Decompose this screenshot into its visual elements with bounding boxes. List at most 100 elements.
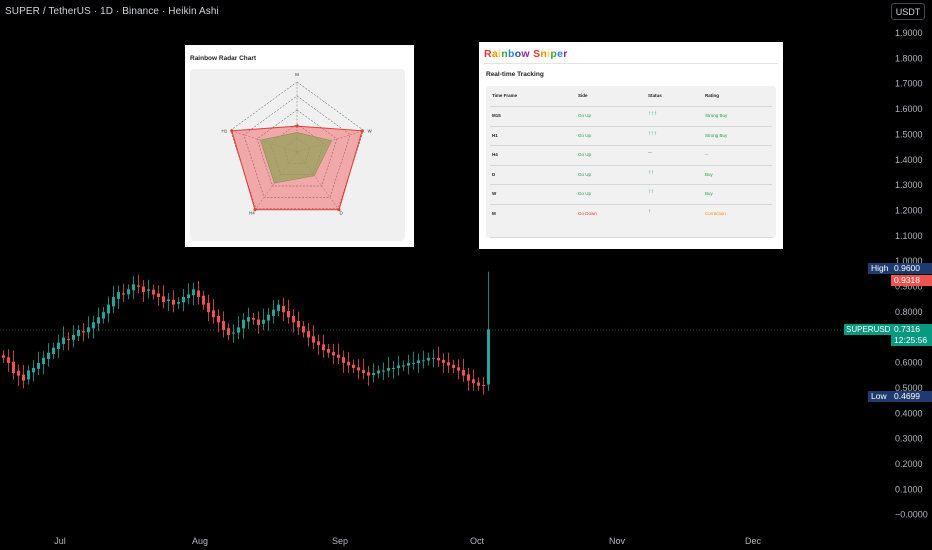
- time-tick: Sep: [332, 536, 348, 546]
- time-tick: Dec: [745, 536, 762, 546]
- row-side: Go Down: [578, 210, 597, 216]
- time-tick: Jul: [54, 536, 66, 546]
- candle-body: [172, 299, 175, 305]
- candle-body: [462, 369, 465, 376]
- candle-body: [272, 309, 275, 316]
- radar-svg: M W D H4 H1: [222, 72, 373, 216]
- candle-body: [407, 362, 410, 366]
- table-row: H4 Go Up -- --: [486, 145, 776, 164]
- candle-body: [347, 361, 350, 366]
- candle-body: [152, 289, 155, 295]
- candle-body: [217, 315, 220, 323]
- row-timeframe: W: [492, 191, 497, 196]
- candle-body: [82, 331, 85, 333]
- table-row: W Go Up ↑↑ Buy: [486, 184, 776, 203]
- symbol-tag: SUPERUSDT: [844, 324, 896, 335]
- brand-letter: o: [514, 48, 522, 60]
- candle-body: [102, 312, 105, 319]
- price-tick: 0.1000: [895, 484, 923, 494]
- divider: [484, 63, 778, 64]
- time-tick: Oct: [470, 536, 485, 546]
- row-rating: Correction: [705, 210, 726, 216]
- candle-body: [352, 364, 355, 368]
- candle-body: [2, 355, 5, 358]
- row-separator: [490, 184, 772, 185]
- candle-body: [302, 326, 305, 333]
- brand-letter: i: [498, 48, 502, 60]
- row-timeframe: H4: [492, 152, 498, 157]
- candle-body: [312, 336, 315, 343]
- candle-body: [107, 304, 110, 314]
- radar-point: [253, 208, 257, 212]
- candle-body: [442, 359, 445, 363]
- candle-body: [162, 296, 165, 303]
- candle-body: [487, 329, 490, 385]
- row-rating: --: [705, 152, 708, 157]
- candle-body: [317, 341, 320, 346]
- row-side: Go Up: [578, 113, 592, 118]
- price-tick: 1.4000: [895, 155, 923, 165]
- candle-body: [197, 290, 200, 297]
- candle-body: [287, 310, 290, 318]
- prev-value-tag: 0.9318: [891, 275, 932, 286]
- price-tick: 0.4000: [895, 408, 923, 418]
- candle-body: [402, 365, 405, 367]
- table-row: D Go Up ↑↑ Buy: [486, 165, 776, 184]
- currency-button[interactable]: USDT: [891, 3, 925, 20]
- candle-body: [382, 370, 385, 372]
- candle-body: [42, 357, 45, 365]
- candle-body: [192, 289, 195, 296]
- row-status: ↑↑: [648, 169, 654, 176]
- brand-letter: R: [484, 48, 492, 60]
- candle-body: [457, 367, 460, 371]
- candle-body: [267, 314, 270, 321]
- candle-body: [7, 357, 10, 363]
- candle-body: [412, 362, 415, 364]
- header-rating: Rating: [705, 93, 719, 98]
- price-tick: 0.2000: [895, 459, 923, 469]
- candle-body: [62, 337, 65, 344]
- row-status: ↑↑: [648, 189, 654, 195]
- chart-title: SUPER / TetherUS · 1D · Binance · Heikin…: [5, 6, 219, 17]
- candle-body: [257, 319, 260, 325]
- candle-body: [342, 357, 345, 363]
- candle-body: [47, 352, 50, 360]
- radar-chart-panel: Rainbow Radar Chart M W D H4 H1: [185, 45, 414, 247]
- candle-body: [92, 322, 95, 329]
- candle-body: [22, 374, 25, 381]
- candle-body: [387, 367, 390, 371]
- candle-body: [372, 373, 375, 375]
- price-tick: 1.9000: [895, 28, 923, 38]
- candle-body: [202, 295, 205, 305]
- brand-letter: n: [540, 48, 548, 60]
- candle-body: [72, 335, 75, 340]
- candle-body: [367, 372, 370, 376]
- candle-body: [97, 317, 100, 324]
- high-label: High: [868, 263, 891, 274]
- candle-body: [417, 360, 420, 364]
- time-tick: Nov: [609, 536, 626, 546]
- candle-body: [392, 367, 395, 369]
- row-rating: Buy: [705, 191, 713, 196]
- candle-body: [397, 365, 400, 369]
- radar-axis-label: D: [340, 211, 344, 216]
- price-tick: −0.0000: [895, 510, 928, 520]
- table-row: M15 Go Up ↑↑↑ Strong Buy: [486, 106, 776, 125]
- candle-body: [432, 357, 435, 359]
- table-header: Time Frame Side Status Rating: [486, 86, 776, 105]
- price-tick: 1.8000: [895, 53, 923, 63]
- candle-body: [482, 385, 485, 387]
- tracking-title: Real-time Tracking: [486, 71, 544, 78]
- candle-body: [327, 349, 330, 353]
- candle-body: [477, 382, 480, 386]
- price-tick: 1.6000: [895, 104, 923, 114]
- brand-letter: b: [507, 48, 515, 60]
- radar-canvas: M W D H4 H1: [190, 69, 405, 241]
- candle-body: [377, 370, 380, 374]
- row-timeframe: D: [492, 171, 496, 177]
- candle-body: [27, 370, 30, 380]
- candle-body: [137, 285, 140, 287]
- row-separator: [490, 203, 772, 205]
- row-timeframe: M15: [492, 113, 501, 118]
